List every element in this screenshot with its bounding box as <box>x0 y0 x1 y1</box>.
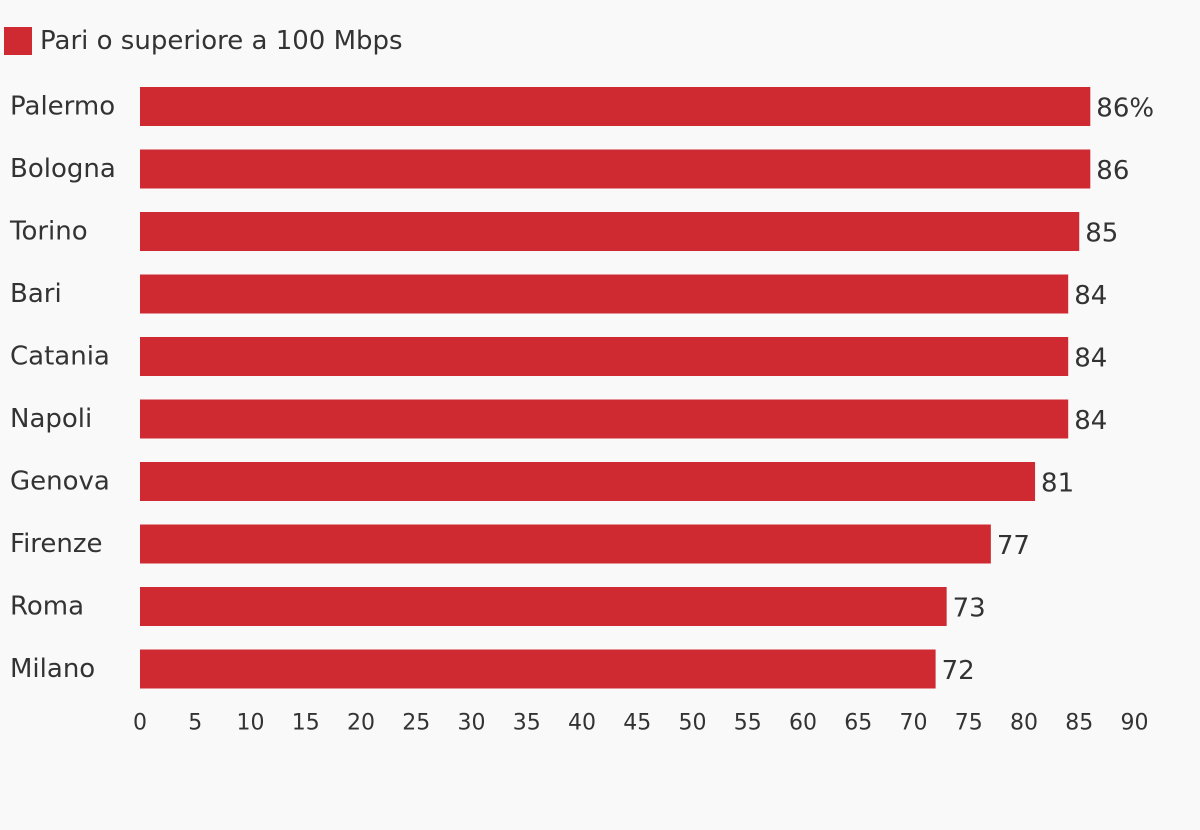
bar-genova <box>140 462 1036 501</box>
x-tick-label: 25 <box>402 711 430 736</box>
value-label: 84 <box>1074 281 1107 311</box>
x-tick-label: 55 <box>734 711 762 736</box>
x-tick-label: 85 <box>1065 711 1093 736</box>
x-tick-label: 70 <box>900 711 928 736</box>
category-label: Palermo <box>10 92 115 122</box>
bar-bologna <box>140 149 1091 189</box>
x-tick-label: 90 <box>1121 711 1149 736</box>
bar-torino <box>140 212 1080 251</box>
x-tick-label: 60 <box>789 711 817 736</box>
value-label: 84 <box>1074 406 1107 436</box>
x-tick-label: 40 <box>568 711 596 736</box>
category-label: Torino <box>9 217 88 247</box>
category-label: Milano <box>10 654 95 684</box>
bar-palermo <box>140 87 1091 126</box>
x-tick-label: 80 <box>1010 711 1038 736</box>
category-label: Firenze <box>10 529 103 559</box>
bar-milano <box>140 649 936 689</box>
bar-catania <box>140 337 1069 376</box>
category-labels: Palermo Bologna Torino Bari Catania Napoli Gen… <box>9 92 116 685</box>
value-label: 84 <box>1074 344 1107 374</box>
x-tick-label: 0 <box>133 711 147 736</box>
bar-firenze <box>140 524 991 564</box>
category-label: Roma <box>10 592 84 622</box>
value-label: 81 <box>1041 469 1074 499</box>
bar-bari <box>140 274 1069 314</box>
category-label: Bologna <box>10 154 116 184</box>
category-label: Napoli <box>10 404 92 434</box>
legend-swatch <box>4 27 32 55</box>
value-label: 86 <box>1096 156 1129 186</box>
value-labels: 86% 86 85 84 84 84 81 77 73 72 <box>942 94 1154 687</box>
x-tick-label: 15 <box>292 711 320 736</box>
value-label: 86% <box>1096 94 1154 124</box>
bars-layer <box>140 87 1091 689</box>
value-label: 85 <box>1085 219 1118 249</box>
x-tick-label: 10 <box>237 711 265 736</box>
x-tick-label: 75 <box>955 711 983 736</box>
x-tick-label: 30 <box>458 711 486 736</box>
category-label: Bari <box>10 279 62 309</box>
x-tick-label: 5 <box>188 711 202 736</box>
category-label: Genova <box>10 467 110 497</box>
x-tick-label: 65 <box>844 711 872 736</box>
x-tick-label: 45 <box>623 711 651 736</box>
value-label: 77 <box>997 531 1030 561</box>
bar-napoli <box>140 399 1069 439</box>
value-label: 73 <box>953 594 986 624</box>
category-label: Catania <box>10 342 110 372</box>
bar-roma <box>140 587 947 626</box>
chart-legend: Pari o superiore a 100 Mbps <box>4 24 403 58</box>
x-tick-label: 20 <box>347 711 375 736</box>
x-tick-label: 50 <box>679 711 707 736</box>
x-axis-ticks: 0 5 10 15 20 25 30 35 40 45 50 55 60 65 70 75 80 85 90 <box>133 711 1149 736</box>
value-label: 72 <box>942 656 975 686</box>
x-tick-label: 35 <box>513 711 541 736</box>
legend-label: Pari o superiore a 100 Mbps <box>40 26 403 56</box>
